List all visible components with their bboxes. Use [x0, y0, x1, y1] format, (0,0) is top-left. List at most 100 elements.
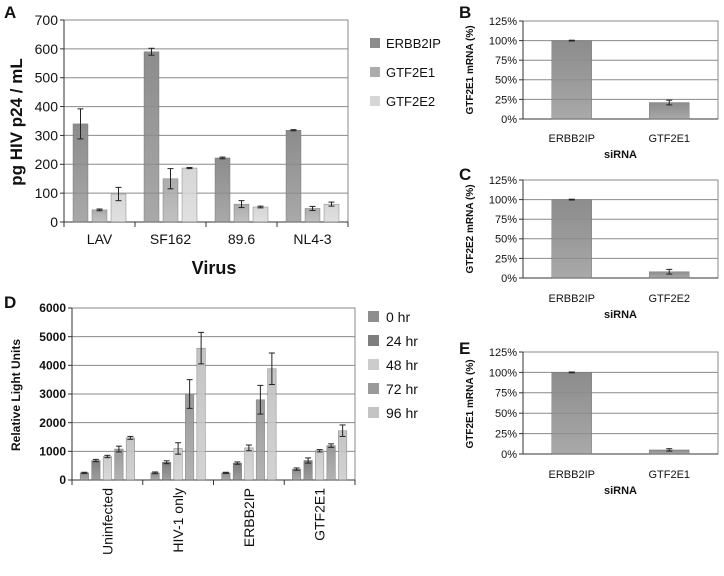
panel-label: D [4, 293, 16, 312]
bar-24-hr [232, 462, 242, 481]
legend-swatch [370, 38, 380, 48]
y-tick-label: 75% [495, 55, 517, 67]
y-tick-label: 2000 [39, 416, 66, 430]
legend-swatch [370, 67, 380, 77]
legend-label: 96 hr [386, 405, 418, 421]
x-tick-label: HIV-1 only [170, 488, 186, 553]
y-tick-label: 600 [35, 41, 59, 57]
y-axis-title: pg HIV p24 / mL [7, 58, 26, 186]
bar-erbb2ip [143, 51, 160, 223]
legend-swatch [370, 96, 380, 106]
y-tick-label: 400 [35, 98, 59, 114]
y-tick-label: 3000 [39, 387, 66, 401]
bar-96-hr [267, 368, 277, 481]
y-tick-label: 700 [35, 12, 59, 28]
y-axis-title: GTF2E1 mRNA (%) [465, 25, 476, 114]
x-tick-label: ERBB2IP [549, 133, 595, 145]
x-tick-label: GTF2E1 [648, 133, 690, 145]
y-axis-title: GTF2E2 mRNA (%) [465, 184, 476, 273]
bar-gtf2e2 [323, 203, 340, 223]
x-tick-label: LAV [87, 231, 113, 247]
y-axis-title: GTF2E1 mRNA (%) [465, 359, 476, 448]
y-axis-title: Relative Light Units [9, 339, 23, 451]
y-tick-label: 25% [495, 253, 517, 265]
bar-gtf2e2 [252, 206, 269, 223]
y-tick-label: 4000 [39, 359, 66, 373]
bar-erbb2ip [551, 199, 592, 279]
legend-swatch [368, 359, 379, 370]
bar-erbb2ip [551, 40, 592, 120]
y-tick-label: 500 [35, 70, 59, 86]
x-tick-label: ERBB2IP [241, 488, 257, 547]
legend-label: 24 hr [386, 333, 418, 349]
y-tick-label: 125% [489, 16, 517, 28]
x-axis-title: Virus [192, 258, 237, 278]
bar-24-hr [162, 462, 172, 481]
bar-72-hr [326, 445, 336, 481]
x-tick-label: GTF2E1 [312, 488, 328, 541]
legend-label: GTF2E1 [386, 65, 435, 80]
legend-swatch [368, 407, 379, 418]
x-tick-label: NL4-3 [293, 231, 331, 247]
bar-48-hr [244, 447, 254, 481]
y-tick-label: 25% [495, 428, 517, 440]
legend-swatch [368, 335, 379, 346]
bar-48-hr [102, 456, 112, 481]
legend-swatch [368, 311, 379, 322]
bar-erbb2ip [285, 130, 302, 223]
x-tick-label: 89.6 [228, 231, 255, 247]
y-tick-label: 0% [501, 114, 517, 126]
legend-swatch [368, 383, 379, 394]
y-tick-label: 100% [489, 35, 517, 47]
legend-label: 72 hr [386, 381, 418, 397]
x-tick-label: GTF2E1 [648, 469, 690, 481]
bar-gtf2e2 [181, 167, 198, 223]
panel-label: A [4, 3, 16, 22]
y-tick-label: 100% [489, 367, 517, 379]
x-axis-title: siRNA [604, 485, 637, 497]
x-axis-title: siRNA [604, 309, 637, 321]
y-tick-label: 6000 [39, 301, 66, 315]
y-tick-label: 75% [495, 214, 517, 226]
y-tick-label: 50% [495, 234, 517, 246]
y-tick-label: 75% [495, 388, 517, 400]
y-tick-label: 50% [495, 408, 517, 420]
y-tick-label: 0 [59, 473, 66, 487]
y-tick-label: 0% [501, 449, 517, 461]
panel-label: C [459, 165, 471, 184]
x-tick-label: ERBB2IP [549, 469, 595, 481]
y-tick-label: 5000 [39, 330, 66, 344]
y-tick-label: 50% [495, 75, 517, 87]
y-tick-label: 125% [489, 347, 517, 359]
bar-96-hr [125, 437, 135, 481]
legend-label: 48 hr [386, 357, 418, 373]
y-tick-label: 1000 [39, 445, 66, 459]
bar-erbb2ip [551, 372, 592, 455]
bar-72-hr [114, 448, 124, 481]
y-tick-label: 0 [50, 214, 58, 230]
x-tick-label: ERBB2IP [549, 293, 595, 305]
x-tick-label: SF162 [150, 231, 191, 247]
legend-label: 0 hr [386, 309, 410, 325]
bar-96-hr [338, 430, 348, 481]
y-tick-label: 200 [35, 156, 59, 172]
panel-label: B [459, 3, 471, 22]
legend-label: GTF2E2 [386, 94, 435, 109]
bar-0-hr [79, 472, 89, 481]
y-tick-label: 300 [35, 127, 59, 143]
y-tick-label: 125% [489, 175, 517, 187]
panel-label: E [459, 339, 470, 358]
y-tick-label: 0% [501, 273, 517, 285]
y-tick-label: 100 [35, 185, 59, 201]
bar-0-hr [221, 472, 231, 481]
y-tick-label: 25% [495, 94, 517, 106]
bar-gtf2e1 [91, 209, 108, 223]
legend-label: ERBB2IP [386, 36, 441, 51]
plot-frame [63, 19, 349, 223]
x-tick-label: Uninfected [99, 488, 115, 555]
bar-48-hr [315, 450, 325, 481]
x-axis-title: siRNA [604, 149, 637, 161]
bar-erbb2ip [214, 157, 231, 223]
x-tick-label: GTF2E2 [648, 293, 690, 305]
